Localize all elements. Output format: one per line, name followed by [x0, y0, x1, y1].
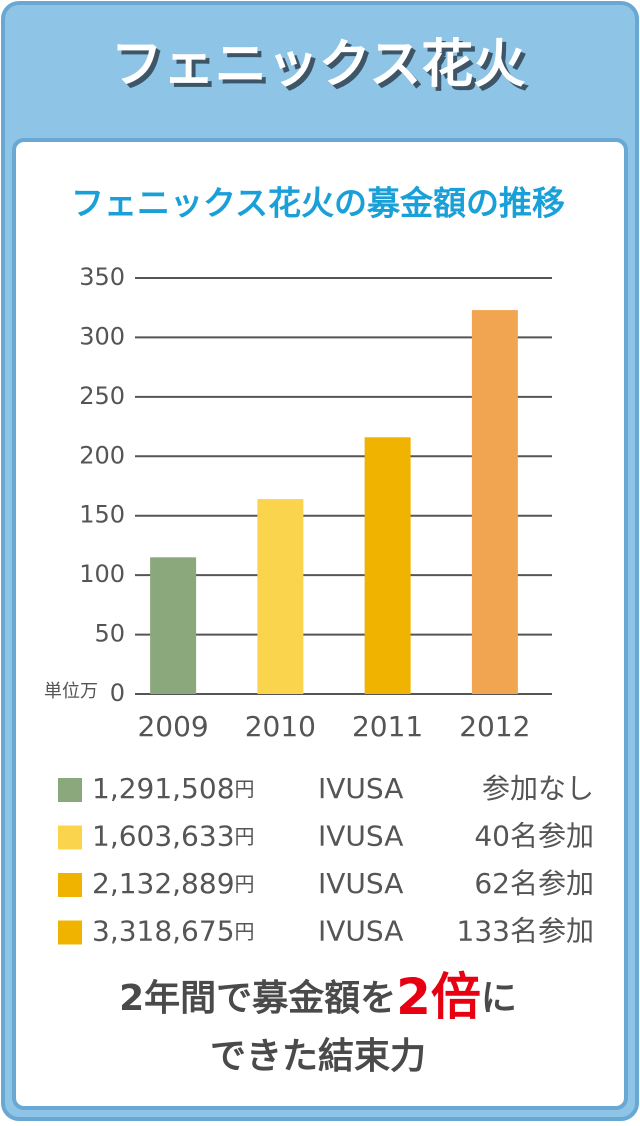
bar	[257, 499, 304, 694]
bar	[364, 437, 411, 694]
legend-note: 133名参加	[457, 915, 594, 948]
legend-org: IVUSA	[318, 772, 403, 805]
chart-title: フェニックス花火の募金額の推移	[71, 184, 565, 223]
bar	[150, 557, 197, 694]
x-tick-label: 2011	[352, 710, 423, 743]
legend-swatch	[58, 873, 82, 897]
legend-org: IVUSA	[318, 867, 403, 900]
footer-text: に	[481, 978, 517, 1019]
legend-row: 1,291,508円 IVUSA 参加なし	[92, 772, 594, 805]
y-tick-label: 0	[110, 679, 125, 707]
footer-line2: できた結束力	[210, 1036, 426, 1077]
legend-row: 2,132,889円 IVUSA 62名参加	[92, 867, 594, 900]
y-tick-label: 100	[79, 560, 125, 588]
legend-org: IVUSA	[318, 820, 403, 853]
legend-swatch	[58, 778, 82, 802]
bar	[471, 310, 518, 694]
legend-row: 1,603,633円 IVUSA 40名参加	[92, 820, 594, 853]
x-tick-label: 2012	[459, 710, 530, 743]
y-tick-label: 150	[79, 501, 125, 529]
legend-amount: 1,291,508	[92, 772, 235, 805]
unit-label: 単位万	[44, 681, 98, 702]
y-tick-label: 300	[79, 322, 125, 350]
title-shadow: フェニックス花火	[115, 39, 529, 99]
x-tick-label: 2010	[245, 710, 316, 743]
y-tick-label: 200	[79, 441, 125, 469]
y-tick-label: 350	[79, 263, 125, 291]
footer-highlight: 2倍	[396, 968, 481, 1026]
legend-unit: 円	[235, 919, 255, 943]
legend-amount: 3,318,675	[92, 915, 235, 948]
legend-swatch	[58, 920, 82, 945]
x-tick-label: 2009	[137, 710, 208, 743]
legend-unit: 円	[235, 777, 255, 801]
legend-unit: 円	[235, 824, 255, 848]
footer-text: 2年間で募金額を	[119, 977, 396, 1019]
legend-unit: 円	[235, 872, 255, 896]
legend-note: 40名参加	[474, 820, 594, 853]
header-title: フェニックス花火	[111, 35, 525, 95]
legend-row: 3,318,675円 IVUSA 133名参加	[92, 915, 594, 948]
legend-swatch	[58, 825, 82, 850]
legend-amount: 2,132,889	[92, 867, 235, 900]
legend-note: 62名参加	[474, 867, 594, 900]
legend-amount: 1,603,633	[92, 820, 235, 853]
footer-line1: 2年間で募金額を2倍に	[119, 968, 517, 1026]
y-tick-label: 250	[79, 382, 125, 410]
legend-note: 参加なし	[482, 772, 594, 805]
y-tick-label: 50	[94, 620, 125, 648]
legend-org: IVUSA	[318, 915, 403, 948]
